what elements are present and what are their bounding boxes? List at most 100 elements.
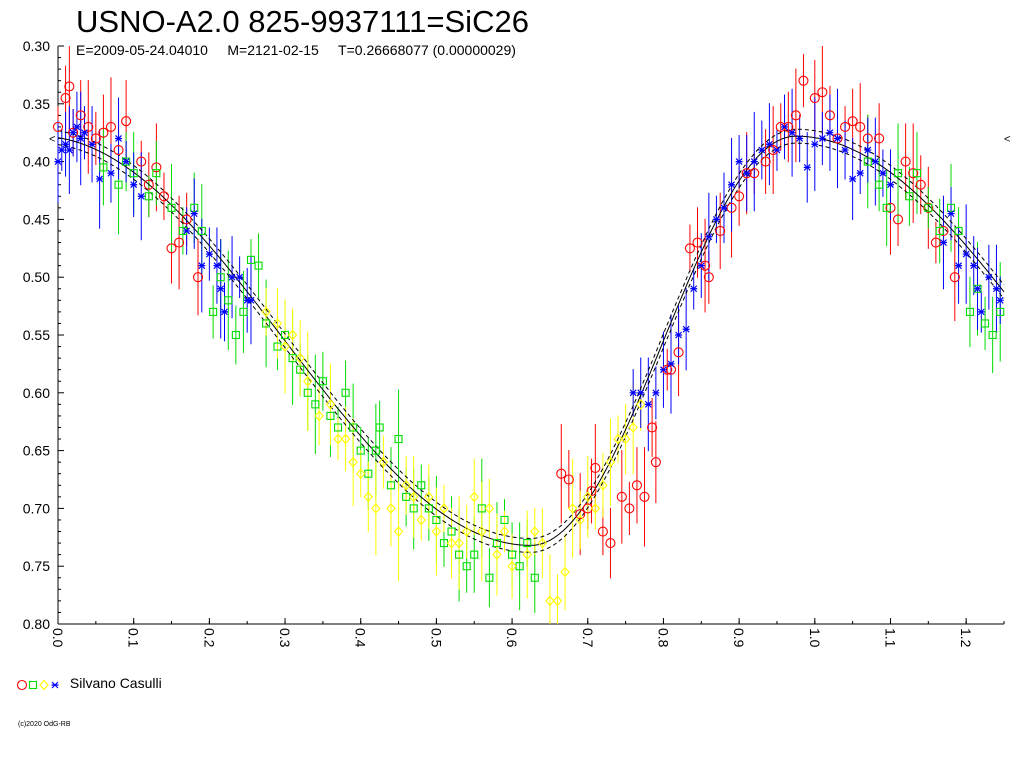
data-point-circle xyxy=(892,214,904,225)
data-point-diamond xyxy=(363,491,374,503)
data-point-diamond xyxy=(469,491,479,503)
data-point-square xyxy=(333,423,343,432)
data-point-square xyxy=(114,180,123,189)
data-point-star xyxy=(841,146,849,154)
data-point-square xyxy=(485,573,494,582)
data-point-circle xyxy=(650,457,661,468)
data-point-circle xyxy=(855,121,866,132)
data-point-circle xyxy=(121,116,132,127)
data-point-star xyxy=(228,273,236,281)
data-point-diamond xyxy=(431,526,442,537)
data-point-square xyxy=(356,446,365,455)
data-point-star xyxy=(217,285,225,293)
data-point-circle xyxy=(798,75,809,86)
data-point-circle xyxy=(181,214,192,225)
data-point-circle xyxy=(908,168,919,179)
data-point-square xyxy=(303,388,312,397)
data-point-diamond xyxy=(333,433,343,445)
legend-symbols xyxy=(16,675,66,691)
data-point-diamond xyxy=(424,491,434,503)
data-point-circle xyxy=(862,133,873,144)
data-point-square xyxy=(246,255,256,264)
x-tick-label: 0.3 xyxy=(277,628,293,648)
data-point-diamond xyxy=(386,503,396,514)
data-point-star xyxy=(198,262,206,270)
data-point-diamond xyxy=(628,422,638,433)
data-point-star xyxy=(77,135,85,142)
data-point-star xyxy=(773,146,781,154)
data-point-square xyxy=(500,515,509,525)
data-point-diamond xyxy=(408,491,419,503)
data-point-diamond xyxy=(499,526,510,537)
data-point-diamond xyxy=(598,479,608,491)
y-tick-label: 0.65 xyxy=(23,443,50,459)
data-point-star xyxy=(705,233,713,241)
data-point-circle xyxy=(915,179,926,190)
data-point-star xyxy=(712,215,720,223)
data-point-square xyxy=(996,307,1005,316)
data-point-star xyxy=(864,146,872,154)
data-point-circle xyxy=(83,121,94,132)
data-point-diamond xyxy=(393,526,404,537)
data-point-star xyxy=(644,400,652,408)
data-point-diamond xyxy=(454,537,464,549)
data-point-diamond xyxy=(378,456,389,468)
data-point-diamond xyxy=(613,433,623,445)
data-point-circle xyxy=(605,538,616,549)
y-tick-label: 0.45 xyxy=(23,211,50,227)
y-tick-label: 0.80 xyxy=(23,616,50,632)
data-point-star xyxy=(65,146,73,154)
data-point-square xyxy=(99,163,108,172)
data-point-diamond xyxy=(560,566,570,578)
x-tick-label: 0.1 xyxy=(126,628,142,648)
data-point-diamond xyxy=(303,375,313,387)
data-point-circle xyxy=(885,202,896,213)
data-point-circle xyxy=(715,225,726,237)
data-point-circle xyxy=(192,272,204,283)
y-tick-label: 0.50 xyxy=(23,269,50,285)
data-point-circle xyxy=(938,225,949,237)
data-point-diamond xyxy=(484,503,495,514)
data-point-star xyxy=(750,158,758,166)
data-point-square xyxy=(239,307,248,316)
data-point-square xyxy=(470,550,479,559)
data-point-square xyxy=(349,423,358,432)
right-marker: < xyxy=(1004,133,1010,145)
data-point-diamond xyxy=(590,503,601,514)
data-point-star xyxy=(637,389,645,397)
data-point-star xyxy=(977,308,985,316)
model-curve-upper xyxy=(57,128,1005,540)
data-point-star xyxy=(130,181,138,189)
data-point-star xyxy=(247,296,255,304)
data-point-star xyxy=(765,140,773,148)
data-point-star xyxy=(788,129,796,137)
data-point-star xyxy=(849,175,857,183)
data-point-square xyxy=(224,296,233,305)
data-point-diamond xyxy=(314,410,324,422)
data-point-circle xyxy=(616,491,627,502)
data-point-circle xyxy=(760,156,771,167)
legend-label: Silvano Casulli xyxy=(69,675,162,691)
data-point-circle xyxy=(105,121,117,132)
data-point-star xyxy=(667,360,675,368)
data-point-diamond xyxy=(636,399,646,410)
data-point-circle xyxy=(60,92,71,104)
y-tick-label: 0.30 xyxy=(23,38,50,54)
data-point-circle xyxy=(631,480,643,491)
data-point-diamond xyxy=(583,491,593,503)
data-point-square xyxy=(371,446,380,455)
data-point-square xyxy=(262,319,271,328)
data-point-star xyxy=(796,135,804,142)
data-point-square xyxy=(954,226,963,236)
data-point-circle xyxy=(692,237,703,248)
legend-symbol-group xyxy=(16,679,59,691)
data-point-circle xyxy=(832,133,843,144)
data-point-circle xyxy=(923,202,934,213)
data-point-star xyxy=(955,262,963,270)
data-point-star xyxy=(834,135,842,142)
data-point-star xyxy=(781,123,789,131)
data-point-circle xyxy=(113,144,124,156)
data-point-square xyxy=(409,504,418,513)
data-point-circle xyxy=(734,191,745,202)
